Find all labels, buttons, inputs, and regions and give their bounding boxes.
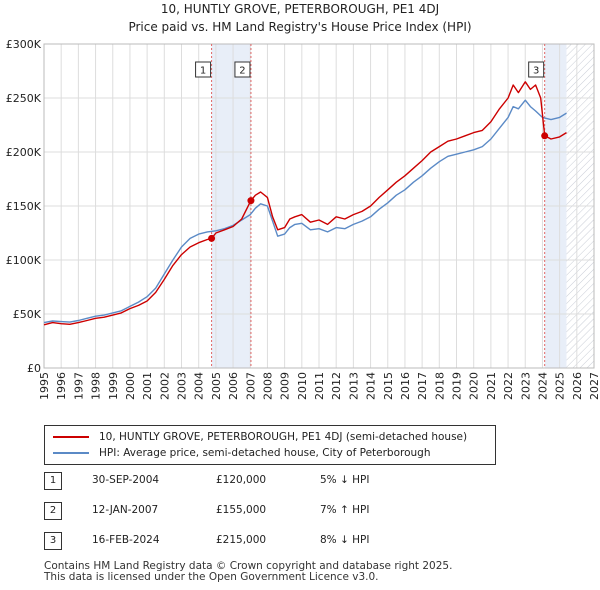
sale-point — [208, 234, 216, 242]
sale-price: £155,000 — [216, 504, 267, 516]
x-tick-label: 2013 — [347, 372, 360, 400]
chart-subtitle: Price paid vs. HM Land Registry's House … — [128, 20, 472, 34]
x-tick-label: 2025 — [554, 372, 567, 400]
sale-date: 12-JAN-2007 — [92, 504, 159, 516]
sale-hpi-diff: 5% ↓ HPI — [320, 474, 370, 486]
y-tick-label: £0 — [27, 362, 41, 375]
x-tick-label: 2002 — [158, 372, 171, 400]
sale-number-badge: 1 — [44, 472, 62, 490]
sale-label: 2 — [239, 66, 245, 77]
x-tick-label: 2020 — [468, 372, 481, 400]
y-tick-label: £150K — [6, 200, 42, 213]
x-tick-label: 2018 — [433, 372, 446, 400]
x-tick-label: 2019 — [451, 372, 464, 400]
property-price-line — [43, 81, 567, 326]
price-chart: 1 2 3 £0 £50K £100K £150K £200K £250K £300K 1995 19… — [6, 38, 600, 400]
x-tick-label: 2026 — [571, 372, 584, 400]
x-tick-label: 2001 — [141, 372, 154, 400]
x-tick-label: 2011 — [313, 372, 326, 400]
x-tick-label: 1998 — [90, 372, 103, 400]
sale-number-badge: 3 — [44, 532, 62, 550]
sale-date: 30-SEP-2004 — [92, 474, 160, 486]
sale-row: 1 30-SEP-2004 £120,000 5% ↓ HPI — [44, 472, 404, 492]
x-tick-label: 1996 — [55, 372, 68, 400]
sale-label-box — [234, 61, 251, 78]
y-tick-label: £100K — [6, 254, 42, 267]
y-tick-label: £250K — [6, 92, 42, 105]
sale-number-badge: 2 — [44, 502, 62, 520]
x-tick-label: 1995 — [38, 372, 51, 400]
x-tick-label: 1997 — [72, 372, 85, 400]
sale-date: 16-FEB-2024 — [92, 534, 160, 546]
chart-title-address: 10, HUNTLY GROVE, PETERBOROUGH, PE1 4DJ — [160, 2, 440, 16]
legend-label-property: 10, HUNTLY GROVE, PETERBOROUGH, PE1 4DJ … — [99, 431, 468, 443]
x-tick-label: 2015 — [382, 372, 395, 400]
x-tick-label: 2021 — [485, 372, 498, 400]
x-tick-label: 2016 — [399, 372, 412, 400]
sale-hpi-diff: 7% ↑ HPI — [320, 504, 370, 516]
x-tick-label: 2009 — [279, 372, 292, 400]
legend-swatch-hpi — [53, 452, 89, 454]
y-tick-label: £50K — [13, 308, 42, 321]
x-tick-label: 2027 — [588, 372, 600, 400]
hpi-line — [43, 99, 567, 324]
x-tick-label: 2017 — [416, 372, 429, 400]
x-tick-label: 2014 — [365, 372, 378, 400]
chart-legend: 10, HUNTLY GROVE, PETERBOROUGH, PE1 4DJ … — [44, 425, 496, 465]
legend-swatch-property — [53, 436, 89, 438]
sale-label: 3 — [533, 66, 539, 77]
footer-line-copyright: Contains HM Land Registry data © Crown c… — [44, 560, 453, 572]
x-tick-label: 1999 — [107, 372, 120, 400]
sale-price: £120,000 — [216, 474, 267, 486]
legend-label-hpi: HPI: Average price, semi-detached house,… — [99, 447, 431, 459]
sale-point — [247, 197, 255, 205]
footer-attribution: Contains HM Land Registry data © Crown c… — [44, 561, 452, 583]
sale-label: 1 — [200, 66, 206, 77]
x-tick-label: 2012 — [330, 372, 343, 400]
x-tick-label: 2023 — [519, 372, 532, 400]
sale-price: £215,000 — [216, 534, 267, 546]
sale-point — [541, 132, 549, 140]
footer-line-licence: This data is licensed under the Open Gov… — [44, 571, 379, 583]
x-tick-label: 2007 — [244, 372, 257, 400]
sale-label-box — [528, 61, 545, 78]
y-tick-label: £300K — [6, 38, 42, 51]
x-tick-label: 2022 — [502, 372, 515, 400]
x-tick-label: 2000 — [124, 372, 137, 400]
x-tick-label: 2008 — [261, 372, 274, 400]
x-tick-label: 2010 — [296, 372, 309, 400]
plot-border — [43, 43, 595, 369]
y-tick-label: £200K — [6, 146, 42, 159]
x-tick-label: 2006 — [227, 372, 240, 400]
x-tick-label: 2004 — [193, 372, 206, 400]
x-tick-label: 2005 — [210, 372, 223, 400]
sale-label-box — [195, 61, 212, 78]
sale-row: 3 16-FEB-2024 £215,000 8% ↓ HPI — [44, 532, 404, 552]
sale-row: 2 12-JAN-2007 £155,000 7% ↑ HPI — [44, 502, 404, 522]
sale-hpi-diff: 8% ↓ HPI — [320, 534, 370, 546]
x-tick-label: 2024 — [536, 372, 549, 400]
x-tick-label: 2003 — [176, 372, 189, 400]
